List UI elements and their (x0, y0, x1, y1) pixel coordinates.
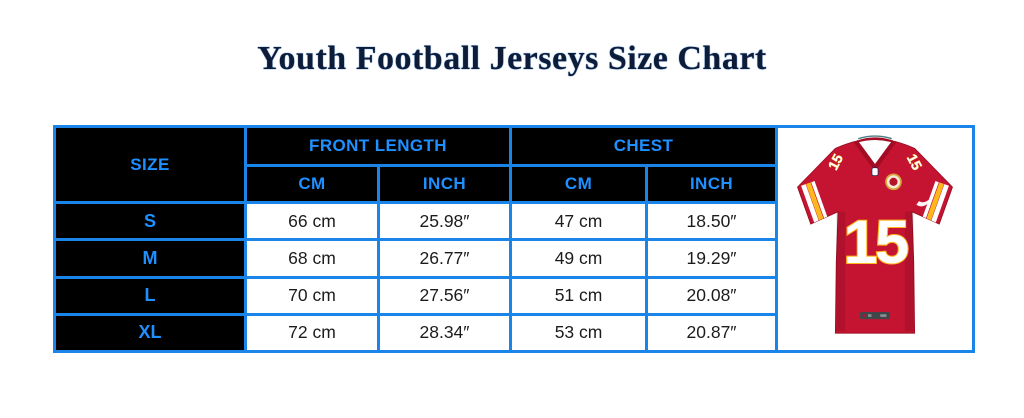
chest-cm: 51 cm (509, 275, 649, 316)
swoosh-icon (916, 195, 933, 207)
header-size: SIZE (53, 124, 247, 205)
chest-cm: 49 cm (509, 238, 649, 279)
team-patch-icon (885, 173, 902, 191)
table-row-xl: XL 72 cm 28.34″ 53 cm 20.87″ (53, 312, 974, 354)
header-front-length: FRONT LENGTH (243, 124, 513, 168)
collar-back (855, 137, 895, 144)
header-front-inch: INCH (376, 164, 513, 205)
front-length-inch: 26.77″ (376, 238, 513, 279)
right-shoulder-number: 15 (904, 151, 926, 172)
size-label: XL (53, 312, 247, 354)
nfl-shield-icon (871, 167, 879, 177)
collar-trim (858, 135, 892, 140)
left-sleeve-stripes (801, 181, 828, 223)
header-chest: CHEST (509, 124, 779, 168)
front-length-inch: 25.98″ (376, 201, 513, 242)
chest-inch: 19.29″ (645, 238, 779, 279)
chest-inch: 20.87″ (645, 312, 779, 354)
left-shoulder-number: 15 (825, 151, 847, 172)
header-front-cm: CM (244, 164, 380, 205)
size-label: M (53, 238, 247, 279)
header-chest-cm: CM (509, 164, 649, 205)
header-chest-inch: INCH (645, 164, 779, 205)
front-length-cm: 66 cm (244, 201, 380, 242)
page-title: Youth Football Jerseys Size Chart (257, 40, 767, 77)
front-length-cm: 68 cm (244, 238, 380, 279)
jersey-image: 15 15 15 (778, 128, 972, 350)
jersey-image-cell: 15 15 15 (775, 125, 976, 353)
table-row-m: M 68 cm 26.77″ 49 cm 19.29″ (53, 238, 974, 279)
table-row-s: S 66 cm 25.98″ 47 cm 18.50″ (53, 201, 974, 242)
chest-cm: 53 cm (509, 312, 649, 354)
front-length-cm: 70 cm (244, 275, 380, 316)
table-row-l: L 70 cm 27.56″ 51 cm 20.08″ (53, 275, 974, 316)
front-length-cm: 72 cm (244, 312, 380, 354)
size-label: L (53, 275, 247, 316)
jersey-body (797, 140, 953, 334)
jersey-illustration: 15 15 15 (797, 135, 953, 334)
chest-cm: 47 cm (509, 201, 649, 242)
size-label: S (53, 201, 247, 242)
chest-inch: 20.08″ (645, 275, 779, 316)
chest-inch: 18.50″ (645, 201, 779, 242)
front-length-inch: 27.56″ (376, 275, 513, 316)
chest-number: 15 (843, 208, 908, 277)
front-length-inch: 28.34″ (376, 312, 513, 354)
size-chart-table: SIZE FRONT LENGTH CHEST (53, 124, 976, 354)
jock-tag (860, 312, 890, 320)
